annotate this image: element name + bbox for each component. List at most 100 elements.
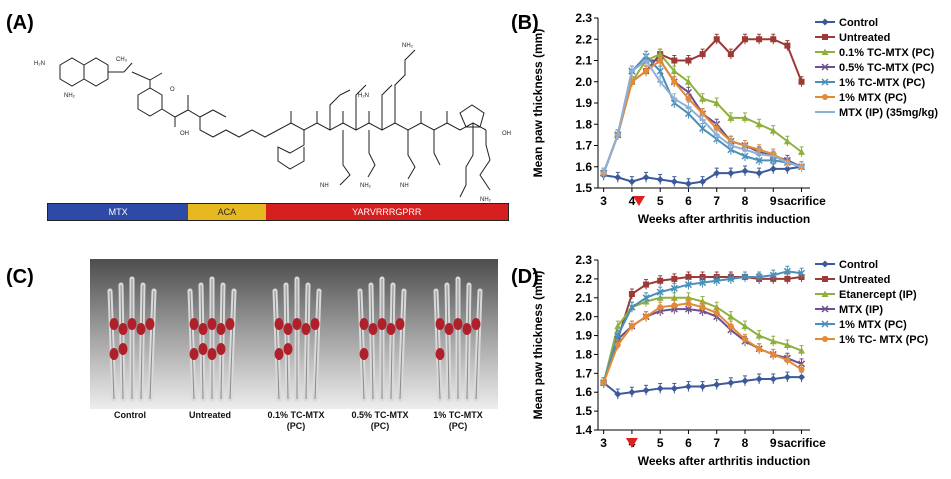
ct-paw — [272, 276, 322, 402]
ct-bone-outline — [285, 284, 289, 400]
panel-a-letter: (A) — [6, 12, 34, 34]
data-point — [713, 381, 721, 389]
ct-inflammation-spot — [225, 318, 235, 330]
marker-stroke — [821, 63, 829, 71]
ct-inflammation-spot — [395, 318, 405, 330]
ct-bone-outline — [446, 284, 450, 400]
data-point — [797, 269, 806, 277]
ct-bone-outline — [109, 290, 115, 400]
data-point — [656, 288, 664, 296]
ct-bone-outline — [399, 290, 405, 400]
panel-d-letter: (D) — [511, 266, 539, 288]
data-point — [614, 133, 621, 136]
marker-stroke — [684, 281, 692, 289]
marker-stroke — [755, 156, 763, 164]
marker-stroke — [614, 332, 622, 340]
legend-marker — [821, 290, 829, 297]
data-point — [699, 304, 706, 311]
y-tick-label: 2.1 — [575, 291, 592, 305]
data-point — [756, 345, 763, 352]
legend-label: Control — [839, 259, 878, 271]
ct-bone-outline — [359, 290, 365, 400]
marker-stroke — [755, 273, 763, 281]
x-tick-label: 8 — [742, 436, 749, 450]
data-point — [783, 165, 791, 173]
legend-label: 0.5% TC-MTX (PC) — [839, 62, 935, 74]
legend-label: MTX (IP) — [839, 304, 883, 316]
data-point — [657, 304, 664, 311]
ct-inflammation-spot — [435, 348, 445, 360]
ct-inflammation-spot — [118, 343, 128, 355]
data-point — [755, 169, 763, 177]
data-point — [699, 51, 706, 58]
ct-label-line2: (PC) — [370, 421, 390, 431]
data-point — [670, 384, 678, 392]
legend-label: Untreated — [839, 32, 890, 44]
ct-bone-outline — [390, 284, 394, 400]
x-tick-label: 8 — [742, 194, 749, 208]
legend-item: 1% TC- MTX (PC) — [815, 334, 929, 346]
ct-inflammation-spot — [274, 318, 284, 330]
data-point — [657, 277, 664, 284]
data-point — [600, 172, 607, 175]
marker-stroke — [713, 277, 721, 285]
ct-inflammation-spot — [292, 318, 302, 330]
data-point — [797, 360, 806, 368]
legend-item: Etanercept (IP) — [815, 289, 917, 301]
x-tick-label: sacrifice — [777, 194, 826, 208]
marker-stroke — [821, 305, 829, 313]
data-point — [784, 42, 791, 49]
data-point — [798, 78, 805, 85]
data-point — [699, 178, 707, 186]
data-point — [657, 80, 664, 83]
legend-marker — [822, 276, 828, 282]
data-point — [755, 375, 763, 383]
data-point — [699, 274, 706, 280]
ct-inflammation-spot — [377, 318, 387, 330]
ct-label-line1: 0.1% TC-MTX — [267, 410, 325, 420]
legend-label: Etanercept (IP) — [839, 289, 917, 301]
marker-stroke — [741, 273, 749, 281]
data-point — [727, 313, 735, 320]
svg-text:NH₂: NH₂ — [480, 197, 492, 203]
y-tick-label: 1.9 — [575, 329, 592, 343]
ct-label-line2: (PC) — [286, 421, 306, 431]
data-point — [713, 169, 721, 177]
data-point — [741, 148, 748, 151]
ct-bone-outline — [149, 290, 155, 400]
ct-inflammation-spot — [109, 348, 119, 360]
data-point — [600, 379, 607, 386]
svg-text:NH₂: NH₂ — [360, 183, 372, 189]
ct-inflammation-spot — [444, 323, 454, 335]
ct-bone-outline — [229, 290, 235, 400]
data-point — [684, 180, 692, 188]
legend-item: Control — [815, 259, 878, 271]
data-point — [684, 305, 692, 313]
ct-inflammation-spot — [198, 343, 208, 355]
legend-label: 1% MTX (PC) — [839, 92, 907, 104]
ct-bone-outline — [305, 284, 309, 400]
marker-stroke — [684, 88, 692, 96]
ct-inflammation-spot — [359, 348, 369, 360]
segment-peptide-label: YARVRRRGPRR — [352, 207, 422, 217]
legend-marker — [821, 48, 829, 55]
y-tick-label: 1.7 — [575, 366, 592, 380]
y-tick-label: 1.5 — [575, 404, 592, 418]
data-point — [755, 156, 763, 164]
segment-mtx: MTX — [48, 204, 189, 220]
data-point — [741, 377, 749, 385]
data-point — [699, 298, 707, 305]
ct-inflammation-spot — [216, 323, 226, 335]
ct-inflammation-spot — [189, 348, 199, 360]
data-point — [671, 275, 678, 282]
y-tick-label: 2.1 — [575, 54, 592, 68]
data-point — [684, 294, 692, 301]
data-point — [741, 273, 749, 281]
ct-inflammation-spot — [310, 318, 320, 330]
segment-aca-label: ACA — [217, 207, 237, 217]
data-point — [741, 36, 748, 43]
data-point — [798, 366, 805, 373]
legend-marker — [821, 18, 829, 26]
x-tick-label: 6 — [685, 436, 692, 450]
svg-text:OH: OH — [502, 131, 511, 137]
